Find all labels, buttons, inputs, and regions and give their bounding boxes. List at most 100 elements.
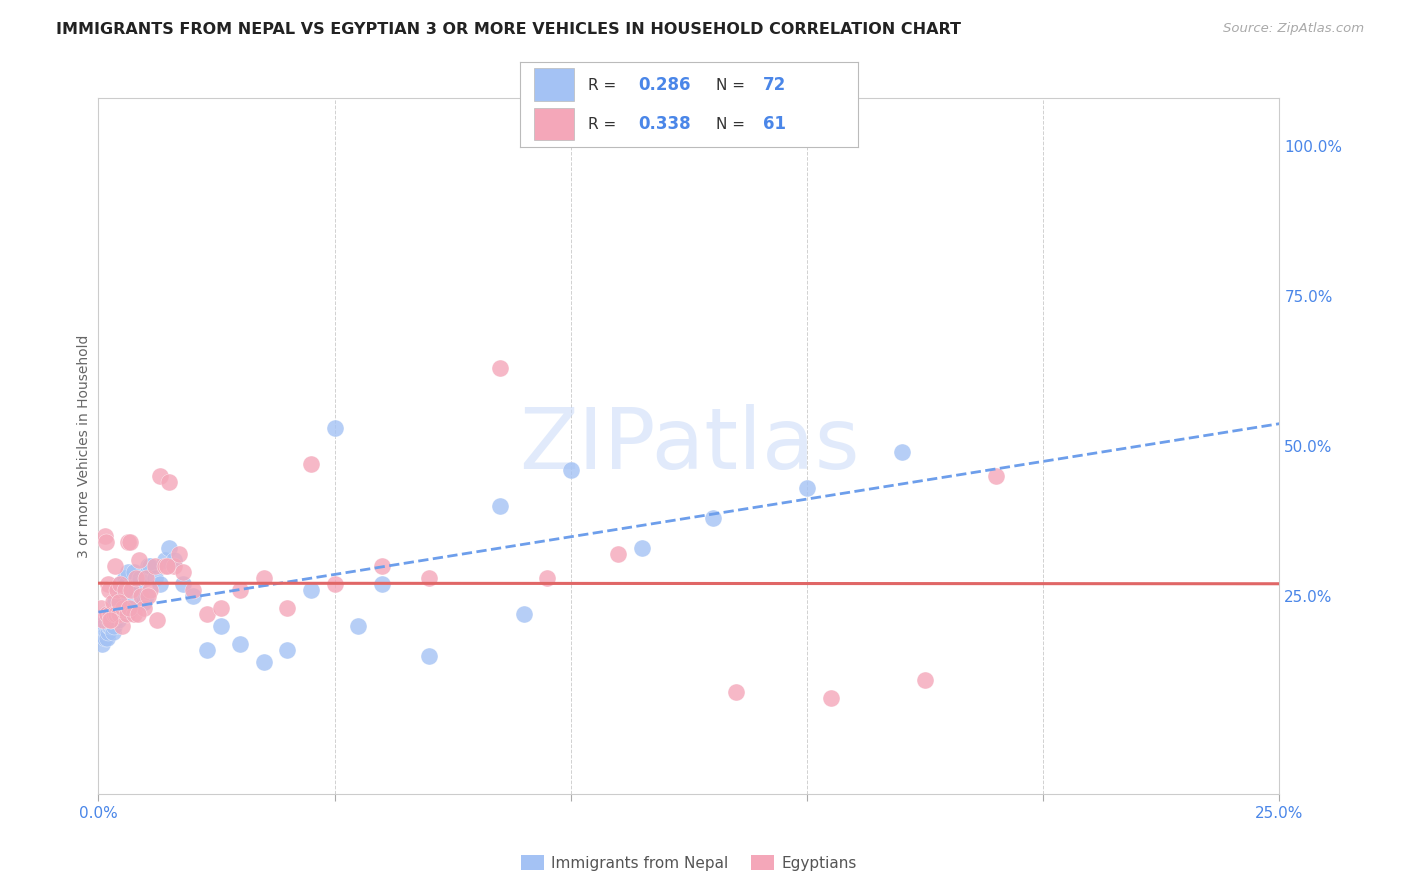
- Point: [149, 577, 172, 591]
- Point: [607, 547, 630, 561]
- Point: [108, 595, 131, 609]
- Point: [139, 558, 162, 573]
- Point: [115, 607, 138, 621]
- Point: [98, 619, 121, 633]
- Point: [100, 619, 122, 633]
- Point: [125, 582, 148, 597]
- Point: [157, 541, 180, 555]
- Point: [124, 565, 146, 579]
- Point: [139, 582, 162, 597]
- Point: [129, 571, 152, 585]
- Point: [253, 655, 276, 669]
- Text: 72: 72: [763, 77, 786, 95]
- Point: [97, 577, 120, 591]
- Point: [418, 571, 440, 585]
- Point: [276, 601, 298, 615]
- Point: [105, 582, 128, 597]
- Point: [114, 582, 136, 597]
- Point: [104, 558, 127, 573]
- Text: 61: 61: [763, 115, 786, 133]
- Text: 0.286: 0.286: [638, 77, 690, 95]
- Point: [121, 601, 143, 615]
- Point: [101, 607, 124, 621]
- Point: [135, 589, 157, 603]
- Point: [103, 607, 125, 621]
- Point: [97, 613, 120, 627]
- Point: [149, 469, 172, 483]
- Point: [127, 607, 149, 621]
- Point: [181, 582, 204, 597]
- Text: R =: R =: [588, 117, 621, 132]
- Point: [195, 607, 218, 621]
- Point: [117, 535, 139, 549]
- Point: [122, 582, 145, 597]
- Point: [104, 613, 127, 627]
- Point: [984, 469, 1007, 483]
- Text: 0.338: 0.338: [638, 115, 690, 133]
- Point: [725, 685, 748, 699]
- Point: [97, 619, 120, 633]
- Point: [914, 673, 936, 687]
- Point: [96, 607, 118, 621]
- Point: [253, 571, 276, 585]
- Bar: [534, 108, 574, 140]
- Point: [118, 601, 141, 615]
- Point: [131, 589, 153, 603]
- Point: [323, 577, 346, 591]
- Point: [536, 571, 558, 585]
- Point: [195, 643, 218, 657]
- Point: [105, 601, 128, 615]
- Point: [347, 619, 370, 633]
- Point: [276, 643, 298, 657]
- Point: [630, 541, 652, 555]
- Point: [100, 613, 122, 627]
- Point: [111, 619, 134, 633]
- Point: [110, 582, 132, 597]
- Point: [122, 607, 145, 621]
- Point: [136, 589, 159, 603]
- Point: [91, 613, 114, 627]
- Point: [209, 619, 232, 633]
- Bar: [534, 69, 574, 101]
- Text: N =: N =: [716, 78, 749, 93]
- Legend: Immigrants from Nepal, Egyptians: Immigrants from Nepal, Egyptians: [515, 849, 863, 877]
- Point: [93, 529, 115, 543]
- Point: [111, 589, 134, 603]
- Text: Source: ZipAtlas.com: Source: ZipAtlas.com: [1223, 22, 1364, 36]
- Point: [117, 565, 139, 579]
- Point: [143, 558, 166, 573]
- Text: IMMIGRANTS FROM NEPAL VS EGYPTIAN 3 OR MORE VEHICLES IN HOUSEHOLD CORRELATION CH: IMMIGRANTS FROM NEPAL VS EGYPTIAN 3 OR M…: [56, 22, 962, 37]
- Point: [108, 607, 131, 621]
- Point: [820, 690, 842, 705]
- Point: [94, 624, 117, 639]
- Text: N =: N =: [716, 117, 749, 132]
- Point: [125, 571, 148, 585]
- Point: [229, 582, 252, 597]
- Point: [153, 558, 176, 573]
- Point: [96, 619, 118, 633]
- Point: [136, 558, 159, 573]
- Point: [512, 607, 534, 621]
- Point: [107, 607, 129, 621]
- Point: [111, 607, 134, 621]
- Point: [121, 582, 143, 597]
- Point: [127, 577, 149, 591]
- Point: [229, 637, 252, 651]
- Point: [890, 445, 912, 459]
- Point: [100, 613, 122, 627]
- Point: [96, 631, 118, 645]
- Point: [489, 499, 512, 513]
- Point: [108, 577, 131, 591]
- Point: [114, 577, 136, 591]
- Point: [181, 589, 204, 603]
- Point: [560, 463, 582, 477]
- Point: [209, 601, 232, 615]
- Point: [103, 619, 125, 633]
- Point: [97, 582, 120, 597]
- Point: [371, 577, 394, 591]
- Point: [172, 565, 194, 579]
- Point: [418, 648, 440, 663]
- Point: [94, 535, 117, 549]
- Text: R =: R =: [588, 78, 621, 93]
- Point: [90, 601, 112, 615]
